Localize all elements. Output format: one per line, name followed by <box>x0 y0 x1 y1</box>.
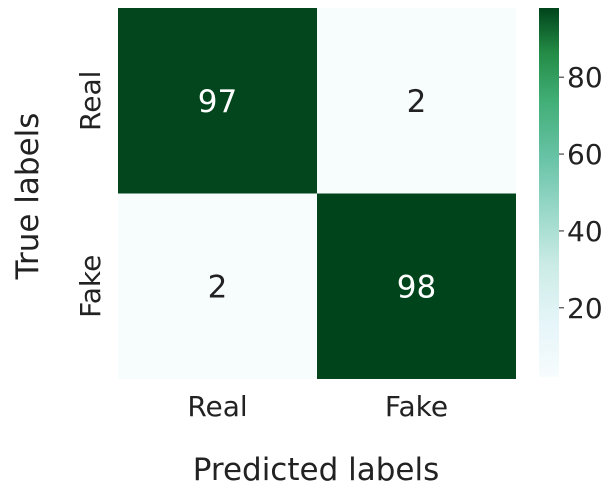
cell-annotation: 98 <box>397 269 436 305</box>
cell-annotation: 2 <box>208 269 228 305</box>
y-tick-labels: Real Fake <box>74 71 107 318</box>
cell-annotations: 97 2 2 98 <box>198 84 436 306</box>
cell-annotation: 97 <box>198 84 237 120</box>
x-tick-label: Fake <box>385 390 448 423</box>
colorbar-tick-label: 60 <box>567 138 603 171</box>
heatmap-cell <box>317 193 516 379</box>
heatmap-cell <box>317 8 516 194</box>
colorbar <box>539 8 559 377</box>
y-axis-label: True labels <box>10 113 46 281</box>
x-tick-labels: Real Fake <box>187 390 448 423</box>
heatmap-cells <box>118 8 516 379</box>
colorbar-ticks: 20 40 60 80 <box>559 61 603 325</box>
heatmap-cell <box>118 193 317 379</box>
x-axis-label: Predicted labels <box>193 452 440 488</box>
y-tick-label: Real <box>74 71 107 131</box>
heatmap-cell <box>118 8 317 194</box>
cell-annotation: 2 <box>407 84 427 120</box>
x-tick-label: Real <box>187 390 247 423</box>
colorbar-tick-label: 20 <box>567 292 603 325</box>
colorbar-tick-label: 80 <box>567 61 603 94</box>
y-tick-label: Fake <box>74 255 107 318</box>
colorbar-tick-label: 40 <box>567 215 603 248</box>
